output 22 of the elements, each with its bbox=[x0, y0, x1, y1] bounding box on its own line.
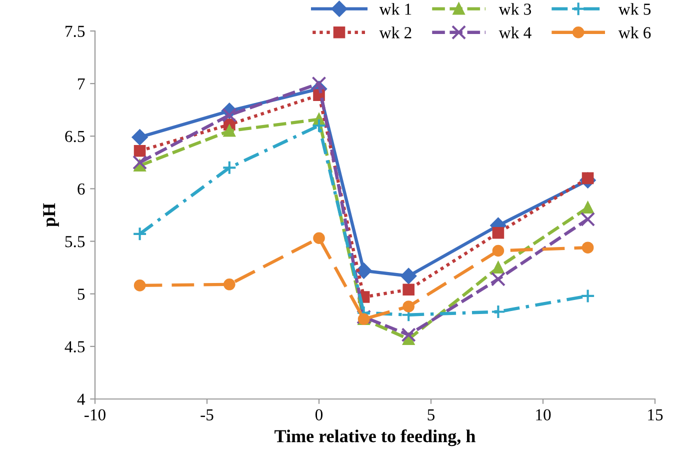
x-tick-label: 0 bbox=[315, 409, 323, 420]
x-tick-label: 5 bbox=[428, 409, 435, 420]
y-tick-label: 5 bbox=[78, 288, 85, 300]
y-tick-label: 7 bbox=[78, 78, 85, 90]
y-tick-label: 5.5 bbox=[65, 236, 85, 248]
y-tick-label: 6 bbox=[78, 183, 85, 195]
legend-label: wk 2 bbox=[379, 26, 412, 38]
legend-label: wk 6 bbox=[618, 26, 651, 38]
y-axis-title: pH bbox=[43, 203, 59, 227]
x-tick-label: 10 bbox=[536, 409, 551, 420]
x-tick-label: 15 bbox=[648, 409, 663, 420]
y-tick-label: 4.5 bbox=[64, 341, 85, 352]
x-tick-label: -5 bbox=[200, 409, 214, 420]
x-axis-title: Time relative to feeding, h bbox=[274, 429, 476, 446]
y-tick-label: 6.5 bbox=[65, 130, 85, 142]
legend-label: wk 1 bbox=[379, 3, 412, 15]
y-tick-label: 4 bbox=[77, 394, 86, 405]
x-tick-label: -10 bbox=[84, 409, 106, 420]
legend-label: wk 4 bbox=[498, 26, 532, 38]
y-tick-label: 7.5 bbox=[66, 26, 85, 38]
legend-label: wk 3 bbox=[498, 3, 532, 15]
legend-label: wk 5 bbox=[618, 3, 651, 15]
